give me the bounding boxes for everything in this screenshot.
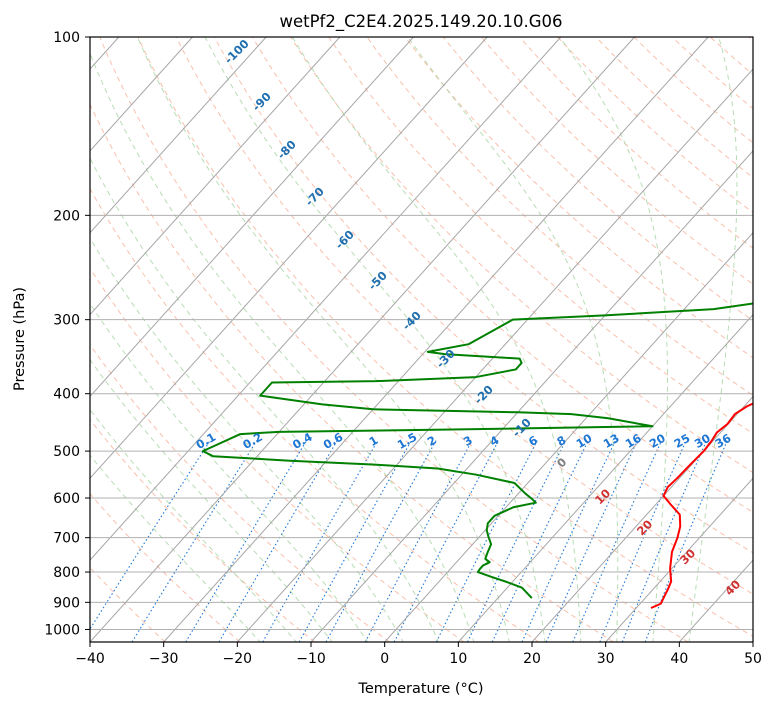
isotherm-line [90, 37, 193, 152]
mixing-ratio-line [218, 440, 338, 642]
y-tick-label: 1000 [44, 622, 80, 638]
moist-adiabat-line [204, 37, 546, 642]
y-tick-label: 500 [53, 444, 80, 460]
x-tick-label: −20 [223, 651, 253, 667]
x-tick-label: 10 [449, 651, 467, 667]
y-axis-label: Pressure (hPa) [12, 287, 28, 391]
x-tick-label: 0 [380, 651, 389, 667]
dry-adiabat-line [519, 37, 753, 249]
moist-adiabat-line [559, 37, 668, 642]
mixing-ratio-line [131, 440, 258, 642]
mixing-ratio-label: 36 [713, 431, 734, 451]
moist-adiabat-line [291, 37, 582, 642]
chart-title: wetPf2_C2E4.2025.149.20.10.G06 [279, 12, 562, 32]
y-tick-label: 900 [53, 595, 80, 611]
dry-adiabat-line [175, 37, 753, 595]
y-axis-ticks: 100 200 300 400 500 600 700 800 900 1000 [44, 30, 90, 638]
dewpoint-profile-line [201, 302, 753, 599]
mixing-ratio-label: 20 [647, 431, 668, 451]
dry-adiabat-line [99, 37, 689, 642]
moist-adiabat-line [90, 302, 369, 642]
dry-adiabat-line [90, 493, 241, 642]
dry-adiabat-line [366, 37, 753, 396]
isotherm-line [605, 477, 753, 642]
background-lines [90, 37, 753, 642]
mixing-ratio-line [644, 440, 728, 642]
dry-adiabat-line [557, 37, 753, 214]
x-axis-label: Temperature (°C) [357, 681, 483, 697]
x-tick-label: 40 [670, 651, 688, 667]
profile-lines [201, 302, 753, 609]
moist-adiabat-line [90, 358, 333, 642]
isotherm-line [90, 37, 488, 480]
moist-adiabat-line [136, 37, 510, 642]
isotherm-line [90, 37, 414, 398]
moist-adiabat-line [407, 37, 619, 642]
isotherm-line [310, 150, 753, 642]
mixing-ratio-line [262, 440, 379, 642]
mixing-ratio-line [572, 440, 663, 642]
plot-frame [89, 36, 754, 643]
x-tick-label: 20 [523, 651, 541, 667]
y-tick-label: 400 [53, 387, 80, 403]
mixing-ratio-line [435, 440, 538, 642]
moist-adiabat-line [90, 157, 440, 642]
x-tick-label: −40 [75, 651, 105, 667]
dry-adiabat-line [328, 37, 753, 435]
y-tick-label: 800 [53, 565, 80, 581]
x-tick-label: 50 [744, 651, 762, 667]
y-tick-label: 100 [53, 30, 80, 46]
temperature-profile-line [650, 402, 753, 609]
dry-adiabat-line [290, 37, 753, 474]
mixing-ratio-line [521, 440, 616, 642]
isotherm-line [457, 313, 753, 642]
mixing-ratio-label: 30 [692, 431, 713, 451]
dry-adiabat-line [90, 103, 614, 642]
isotherm-line [163, 37, 709, 642]
dry-adiabat-line [481, 37, 753, 285]
dry-adiabat-line [90, 267, 465, 642]
x-tick-label: 30 [597, 651, 615, 667]
x-tick-label: −30 [149, 651, 179, 667]
isotherm-line [384, 231, 753, 642]
mixing-ratio-label: 10 [574, 431, 595, 451]
mixing-ratio-line [393, 440, 500, 642]
y-tick-label: 600 [53, 491, 80, 507]
isotherm-line [236, 68, 753, 642]
y-tick-label: 200 [53, 208, 80, 224]
isotherm-line [90, 37, 635, 642]
mixing-ratio-line [491, 440, 589, 642]
mixing-ratio-line [467, 440, 567, 642]
moist-adiabat-line [688, 37, 738, 642]
mixing-ratio-label: 25 [672, 431, 693, 451]
isotherm-line [90, 37, 562, 561]
isotherm-line [90, 37, 341, 316]
isotherm-line [90, 37, 267, 234]
plot-background [90, 37, 753, 642]
y-tick-label: 700 [53, 531, 80, 547]
dry-adiabat-line [90, 187, 540, 642]
moist-adiabat-line [90, 52, 475, 642]
mixing-ratio-label: 16 [623, 431, 644, 451]
moist-adiabat-line [90, 454, 261, 642]
moist-adiabat-line [90, 237, 404, 642]
mixing-ratio-line [545, 440, 638, 642]
x-tick-label: −10 [296, 651, 326, 667]
isotherm-line [531, 395, 753, 642]
isotherm-line [752, 641, 753, 642]
dry-adiabat-line [404, 37, 753, 359]
mixing-ratio-line [599, 440, 687, 642]
mixing-ratio-label: 13 [601, 431, 622, 451]
dry-adiabat-line [442, 37, 753, 322]
dry-adiabat-line [137, 37, 753, 637]
y-tick-label: 300 [53, 313, 80, 329]
mixing-ratio-line [185, 440, 308, 642]
x-axis-ticks: −40 −30 −20 −10 0 10 20 30 40 50 [75, 642, 762, 667]
